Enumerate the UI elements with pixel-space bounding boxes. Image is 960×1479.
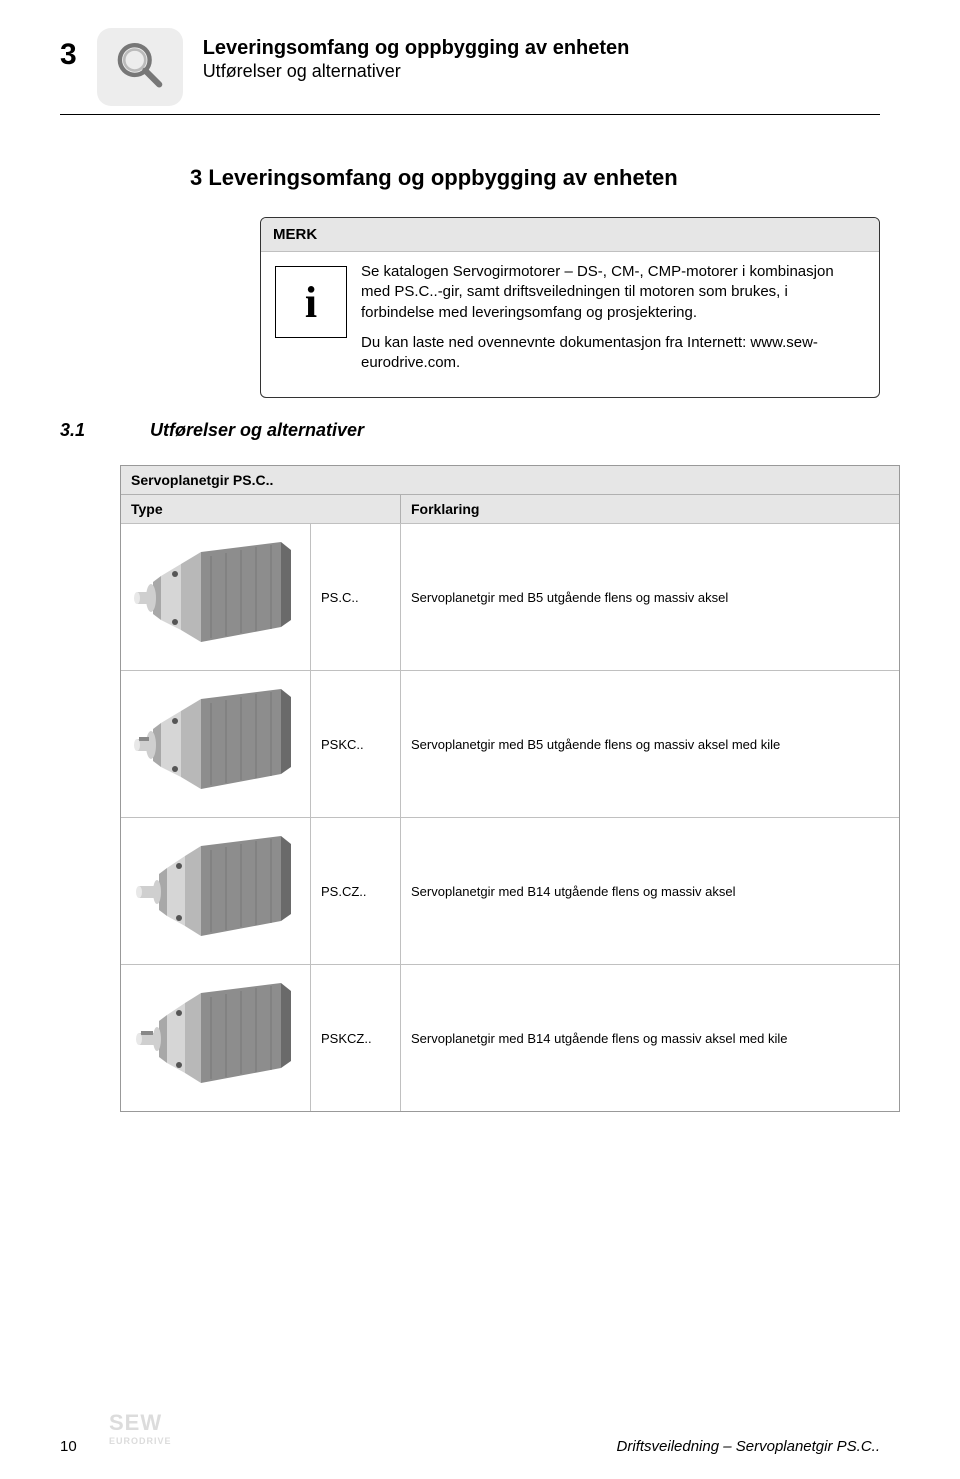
page-number: 10 <box>60 1438 77 1455</box>
product-desc: Servoplanetgir med B14 utgående flens og… <box>401 818 899 964</box>
note-label: MERK <box>261 218 879 252</box>
page-header: 3 Leveringsomfang og oppbygging av enhet… <box>60 28 880 106</box>
subsection-title: Utførelser og alternativer <box>150 420 364 441</box>
product-table: Servoplanetgir PS.C.. Type Forklaring <box>120 465 900 1112</box>
product-desc: Servoplanetgir med B5 utgående flens og … <box>401 671 899 817</box>
product-desc: Servoplanetgir med B5 utgående flens og … <box>401 524 899 670</box>
product-image <box>121 524 311 670</box>
note-paragraph-2: Du kan laste ned ovennevnte dokumentasjo… <box>361 333 865 374</box>
product-image <box>121 818 311 964</box>
header-divider <box>60 114 880 115</box>
chapter-number: 3 <box>60 28 77 72</box>
footer-caption: Driftsveiledning – Servoplanetgir PS.C.. <box>617 1438 880 1455</box>
table-row: PSKCZ.. Servoplanetgir med B14 utgående … <box>121 964 899 1111</box>
product-code: PSKC.. <box>311 671 401 817</box>
table-row: PS.CZ.. Servoplanetgir med B14 utgående … <box>121 817 899 964</box>
note-box: MERK i Se katalogen Servogirmotorer – DS… <box>260 217 880 398</box>
product-image <box>121 965 311 1111</box>
page-footer: 10 SEW EURODRIVE Driftsveiledning – Serv… <box>60 1410 880 1455</box>
table-col-type: Type <box>121 495 401 523</box>
magnifier-icon <box>97 28 183 106</box>
table-row: PS.C.. Servoplanetgir med B5 utgående fl… <box>121 523 899 670</box>
table-caption: Servoplanetgir PS.C.. <box>121 466 899 495</box>
product-code: PSKCZ.. <box>311 965 401 1111</box>
section-title: 3 Leveringsomfang og oppbygging av enhet… <box>190 165 880 191</box>
header-subtitle: Utførelser og alternativer <box>203 61 630 82</box>
table-header: Type Forklaring <box>121 495 899 523</box>
note-paragraph-1: Se katalogen Servogirmotorer – DS-, CM-,… <box>361 262 865 323</box>
header-title: Leveringsomfang og oppbygging av enheten <box>203 36 630 61</box>
subsection-number: 3.1 <box>60 420 120 441</box>
product-image <box>121 671 311 817</box>
product-code: PS.CZ.. <box>311 818 401 964</box>
table-row: PSKC.. Servoplanetgir med B5 utgående fl… <box>121 670 899 817</box>
svg-text:SEW: SEW <box>109 1410 162 1435</box>
table-col-desc: Forklaring <box>401 495 899 523</box>
sew-logo: SEW EURODRIVE <box>109 1410 219 1455</box>
info-icon: i <box>275 266 347 338</box>
product-desc: Servoplanetgir med B14 utgående flens og… <box>401 965 899 1111</box>
product-code: PS.C.. <box>311 524 401 670</box>
svg-text:EURODRIVE: EURODRIVE <box>109 1436 172 1446</box>
